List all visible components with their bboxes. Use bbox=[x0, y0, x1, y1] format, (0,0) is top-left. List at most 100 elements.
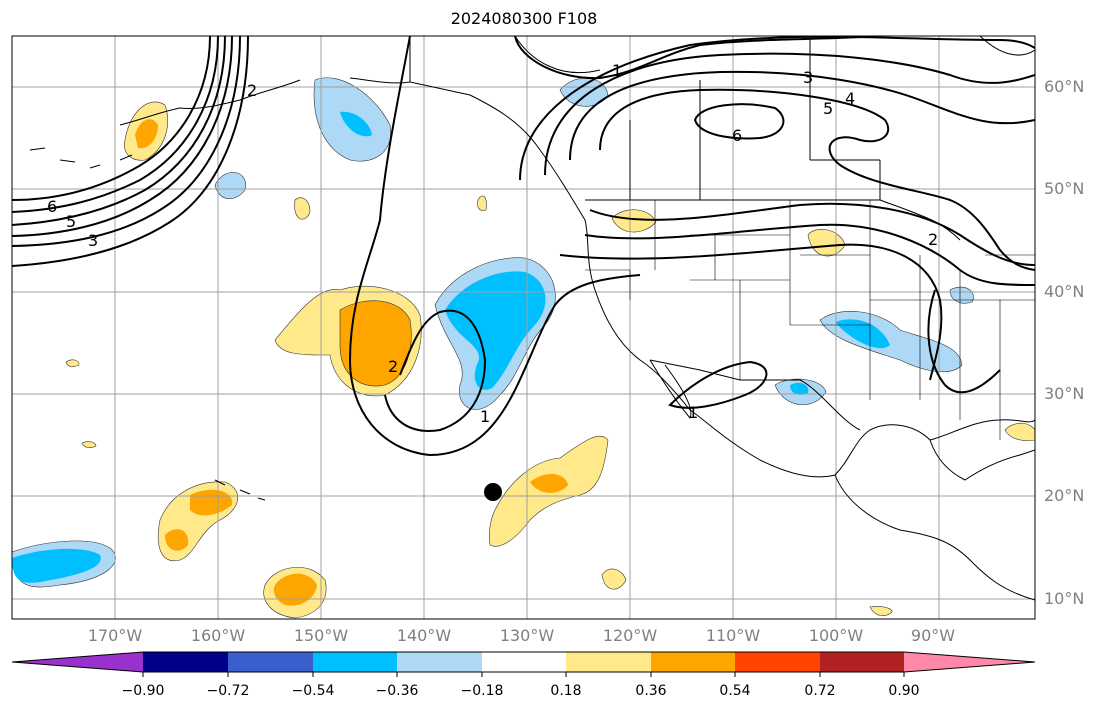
shade-region-florida-yellow bbox=[1004, 422, 1035, 441]
contour-line-6-bering bbox=[12, 36, 211, 201]
map-title: 2024080300 F108 bbox=[450, 9, 598, 28]
contour-labels: 1 1 1 2 2 2 3 3 4 5 5 6 6 bbox=[47, 61, 938, 426]
coast-aleutians bbox=[29, 147, 133, 169]
shade-region-south-orange bbox=[273, 573, 317, 606]
contour-line-5-bering bbox=[12, 36, 249, 267]
shade-region-texas-blue-core bbox=[835, 319, 890, 349]
location-marker bbox=[484, 483, 502, 501]
lat-label: 40°N bbox=[1044, 282, 1085, 301]
shade-region-east-blue bbox=[949, 286, 974, 304]
contour-label: 1 bbox=[612, 61, 622, 80]
contour-line-5-canada bbox=[599, 88, 1035, 271]
colorbar-tick-label: 0.36 bbox=[635, 683, 667, 699]
contour-label: 2 bbox=[928, 230, 938, 249]
colorbar-segment bbox=[313, 652, 397, 672]
contour-line-1-mexico bbox=[668, 360, 768, 409]
colorbar-tick-label: −0.72 bbox=[206, 683, 250, 699]
lon-label: 120°W bbox=[602, 626, 658, 645]
colorbar bbox=[11, 651, 1036, 677]
colorbar-tick-label: −0.18 bbox=[460, 683, 504, 699]
coast-hawaii bbox=[214, 479, 266, 501]
contour-label: 3 bbox=[88, 231, 98, 250]
lat-label: 50°N bbox=[1044, 179, 1085, 198]
shade-region-central-blue-core bbox=[445, 271, 546, 390]
border-us-canada bbox=[585, 160, 961, 241]
contour-line-1-north bbox=[514, 36, 881, 80]
shade-region-mexico-blue-core bbox=[790, 382, 809, 396]
colorbar-segment bbox=[482, 652, 566, 672]
contour-line-4-canada bbox=[569, 70, 1035, 161]
contour-label: 2 bbox=[388, 357, 398, 376]
contour-line-4-bering bbox=[12, 36, 219, 213]
shade-region-small-yellow-4 bbox=[869, 606, 893, 616]
contour-label: 6 bbox=[47, 197, 57, 216]
contour-line-3-canada bbox=[544, 52, 1035, 176]
colorbar-tick-label: 0.18 bbox=[550, 683, 582, 699]
coast-alaska bbox=[409, 36, 1035, 481]
colorbar-segment bbox=[566, 652, 651, 672]
contour-line-2-east bbox=[584, 223, 1035, 394]
colorbar-segment bbox=[228, 652, 313, 672]
contour-label: 6 bbox=[732, 126, 742, 145]
shade-region-bering-orange bbox=[135, 119, 158, 149]
lon-label: 170°W bbox=[87, 626, 143, 645]
contour-label: 1 bbox=[688, 403, 698, 422]
lon-label: 130°W bbox=[499, 626, 555, 645]
colorbar-segment bbox=[735, 652, 820, 672]
lat-label: 30°N bbox=[1044, 384, 1085, 403]
shade-region-washington-yellow bbox=[611, 209, 657, 233]
contour-label: 5 bbox=[66, 212, 76, 231]
colorbar-tick-label: 0.54 bbox=[719, 683, 751, 699]
contour-label: 3 bbox=[803, 68, 813, 87]
lat-label: 20°N bbox=[1044, 486, 1085, 505]
colorbar-segment bbox=[820, 652, 904, 672]
colorbar-segment bbox=[143, 652, 228, 672]
shade-region-west-blue-core bbox=[12, 548, 101, 583]
lat-label: 10°N bbox=[1044, 589, 1085, 608]
shade-region-small-blue-2 bbox=[559, 77, 609, 107]
coastlines bbox=[29, 36, 1035, 601]
contour-line-2-bering bbox=[12, 36, 226, 226]
contour-line-1-east bbox=[559, 243, 943, 381]
contour-line-3-east bbox=[589, 202, 1035, 266]
border-canada-provinces bbox=[629, 36, 880, 200]
colorbar-tick-label: −0.54 bbox=[291, 683, 335, 699]
contour-line-1-bering bbox=[12, 36, 233, 237]
lon-label: 160°W bbox=[190, 626, 246, 645]
colorbar-tick-label: −0.90 bbox=[121, 683, 165, 699]
shade-region-small-yellow bbox=[294, 197, 311, 220]
contour-label: 4 bbox=[845, 89, 855, 108]
contour-line-2-central bbox=[384, 309, 487, 432]
coast-mexico-south bbox=[834, 474, 1035, 601]
contours bbox=[12, 36, 1035, 457]
shade-region-alaska-blue-core bbox=[340, 111, 372, 137]
contour-line-1-central bbox=[348, 36, 641, 457]
lon-label: 90°W bbox=[910, 626, 956, 645]
shade-region-hawaii-orange bbox=[165, 489, 233, 551]
border-us-mexico bbox=[649, 359, 861, 431]
shade-region-tiny-yellow bbox=[81, 441, 97, 448]
colorbar-extend-left bbox=[12, 652, 143, 672]
lon-label: 100°W bbox=[808, 626, 864, 645]
coast-baja bbox=[649, 359, 692, 419]
colorbar-segment bbox=[651, 652, 735, 672]
colorbar-tick-label: −0.36 bbox=[375, 683, 419, 699]
contour-line-6-canada bbox=[693, 103, 785, 140]
border-states bbox=[585, 200, 1035, 440]
shade-region-small-yellow-2 bbox=[477, 195, 487, 211]
lon-label: 140°W bbox=[396, 626, 452, 645]
lat-label: 60°N bbox=[1044, 77, 1085, 96]
contour-line-3-bering bbox=[12, 36, 241, 247]
lon-label: 150°W bbox=[293, 626, 349, 645]
colorbar-segment bbox=[397, 652, 482, 672]
map-frame bbox=[11, 35, 1036, 620]
shade-region-east-pacific-orange bbox=[530, 474, 568, 493]
coast-alaska-west bbox=[119, 77, 411, 126]
colorbar-tick-label: 0.90 bbox=[888, 683, 920, 699]
contour-label: 1 bbox=[480, 407, 490, 426]
shade-region-dakota-yellow bbox=[807, 228, 846, 257]
contour-label: 5 bbox=[823, 99, 833, 118]
lon-label: 110°W bbox=[705, 626, 761, 645]
shade-region-tiny-yellow-2 bbox=[65, 359, 80, 367]
